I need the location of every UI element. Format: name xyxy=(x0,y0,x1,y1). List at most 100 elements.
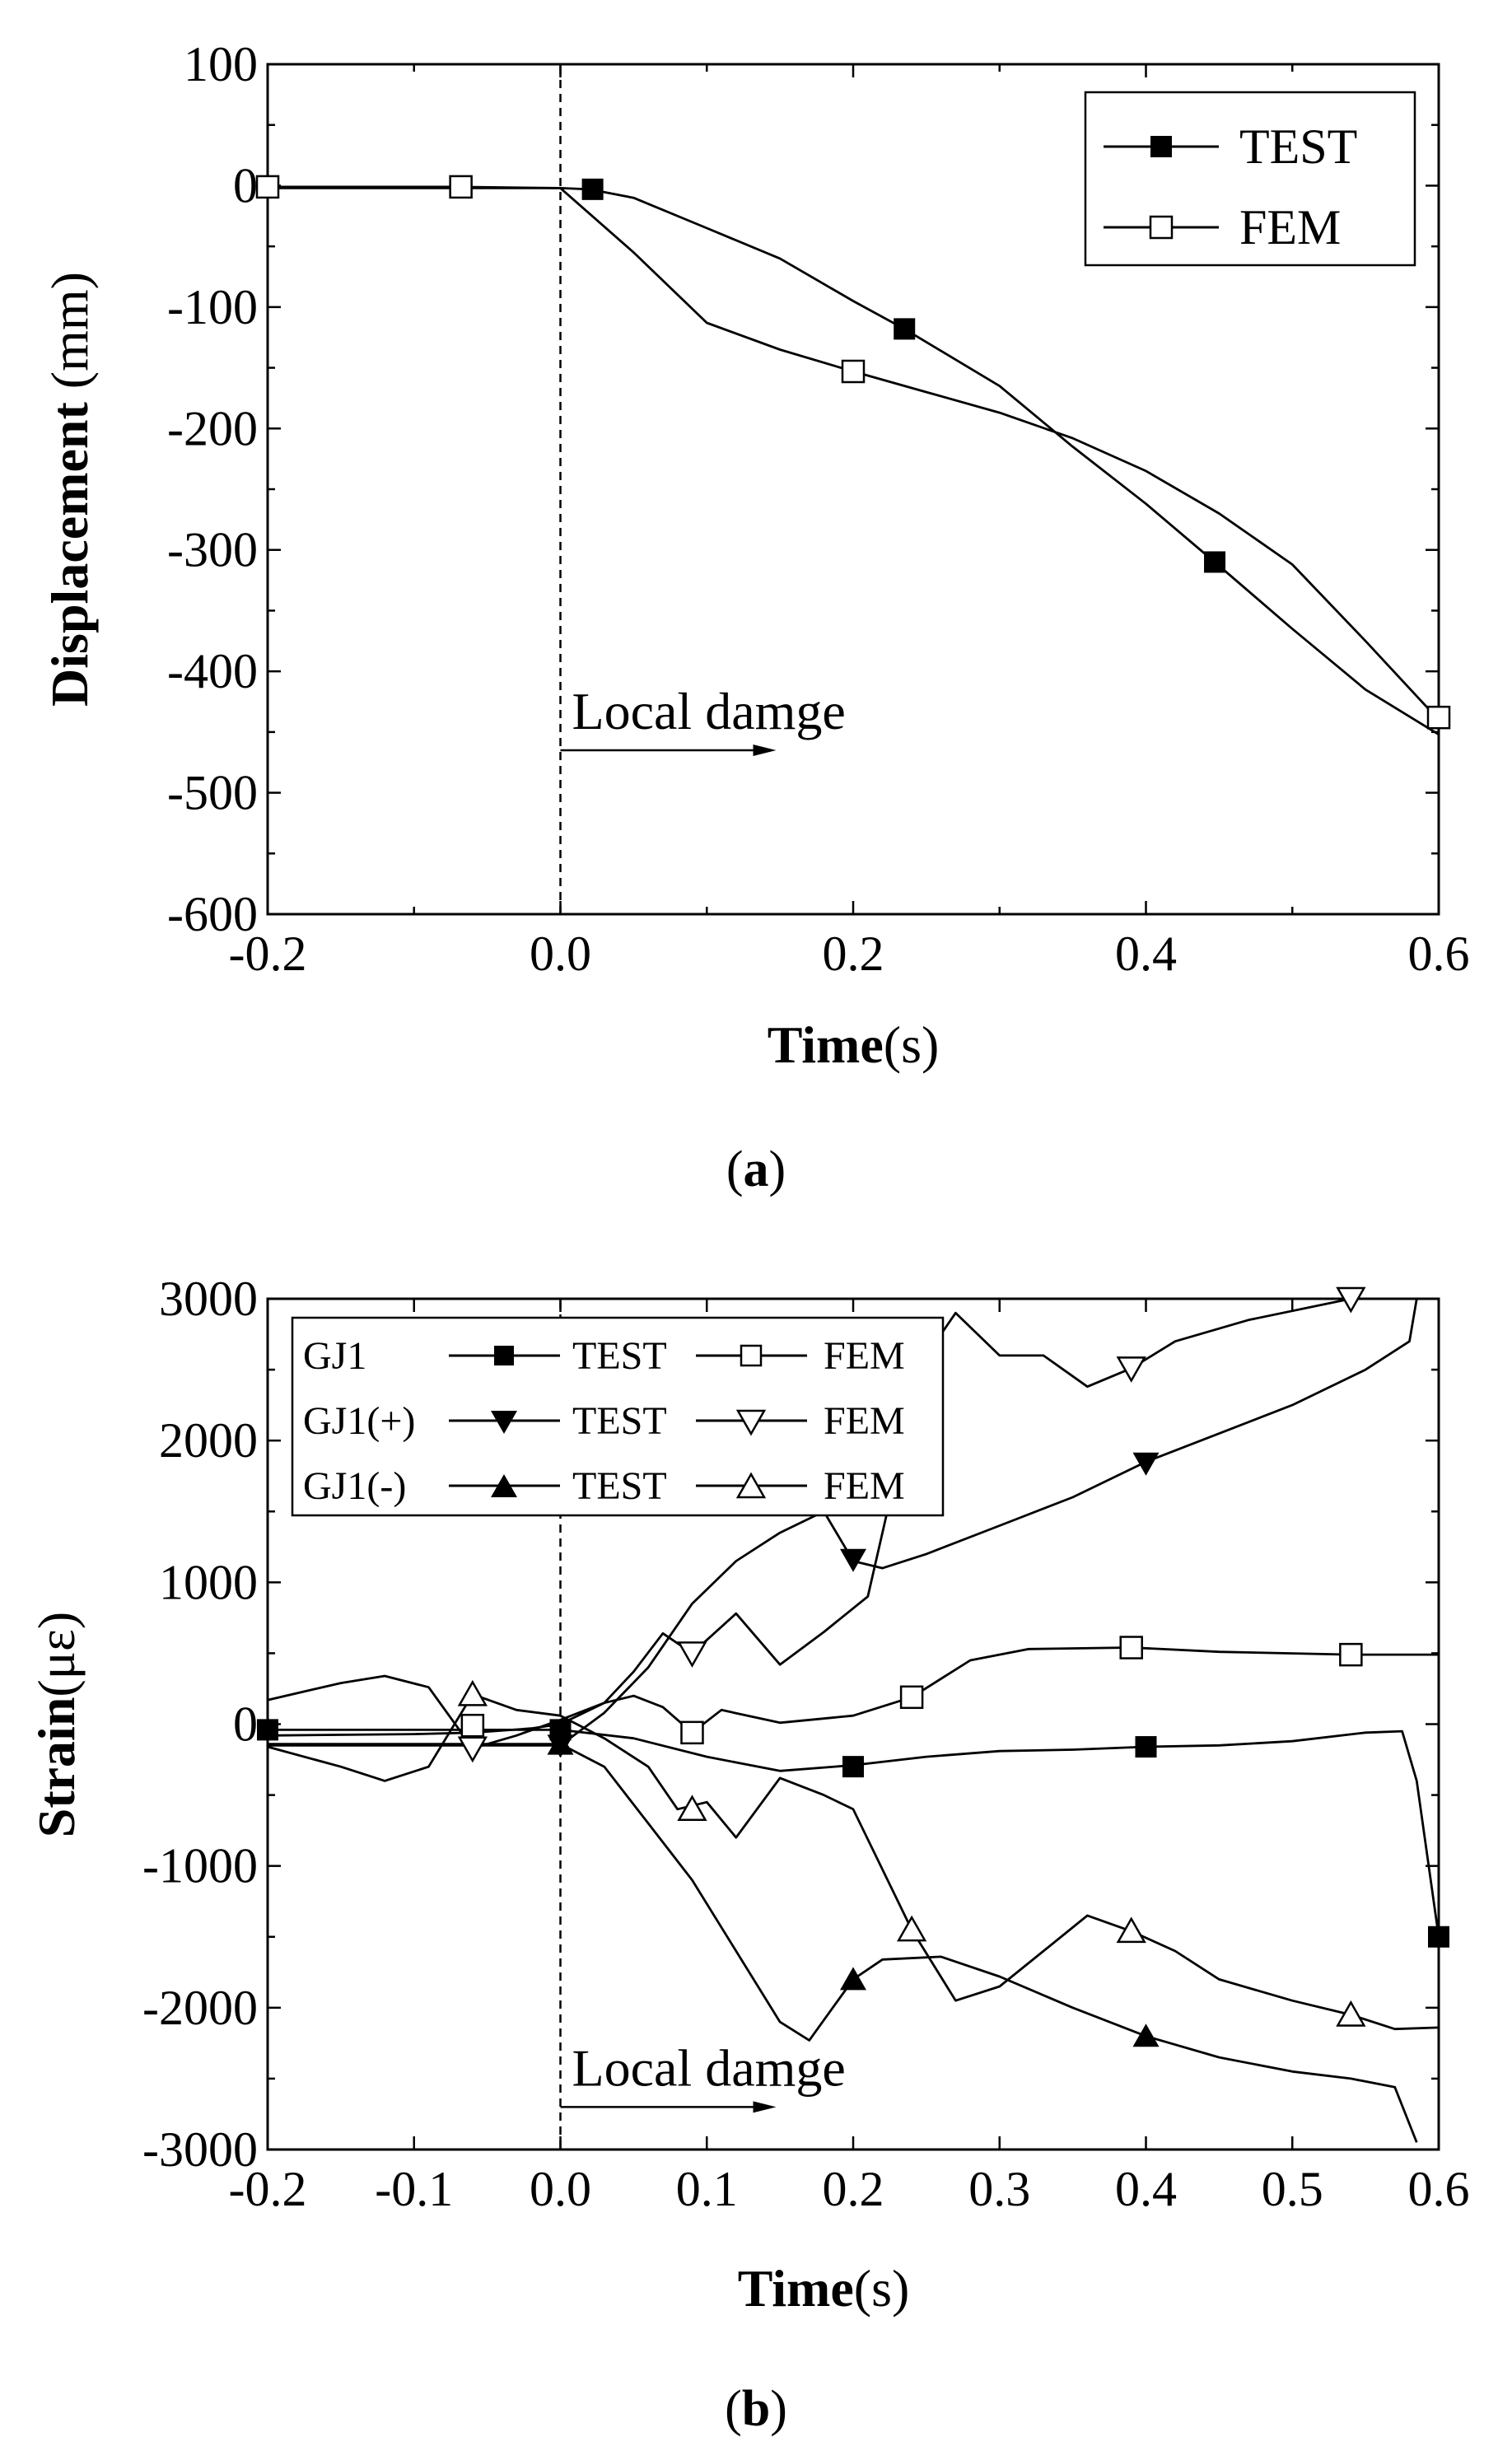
y-tick-label: 2000 xyxy=(159,1413,258,1468)
legend-group-gj1-plus: GJ1(+) xyxy=(303,1399,415,1443)
y-tick-label: -200 xyxy=(167,401,258,455)
legend-row-gj1: GJ1 TEST FEM xyxy=(303,1334,905,1378)
series-markers xyxy=(460,1636,1363,1745)
caption-b: (b) xyxy=(725,2381,787,2437)
y-tick-label: -100 xyxy=(167,280,258,334)
data-point-square-filled xyxy=(581,178,604,200)
series-line-test xyxy=(268,187,1439,735)
y-tick-label: -300 xyxy=(167,523,258,577)
local-damage-annotation-a: Local damge xyxy=(572,682,846,740)
x-tick-label: 0.5 xyxy=(1262,2162,1323,2216)
data-point-tri-up-open xyxy=(457,1679,488,1706)
data-point-tri-down-filled xyxy=(1132,1452,1160,1476)
legend-box-b xyxy=(291,1316,945,1517)
data-point-square-filled xyxy=(842,1756,864,1778)
arrow-head xyxy=(753,744,777,756)
data-point-square-filled xyxy=(894,318,916,340)
data-point-tri-up-open xyxy=(896,1915,927,1942)
x-tick-label: 0.0 xyxy=(530,927,591,981)
legend-marker-tri-up-filled xyxy=(491,1474,517,1497)
legend-label-fem: FEM xyxy=(824,1334,905,1378)
series-line-gj1-test xyxy=(268,1743,1418,2143)
x-tick-label: 0.3 xyxy=(968,2162,1030,2216)
chart-a: -0.2 0.0 0.2 0.4 0.6 100 0 -100 -200 -300 -400 -50… xyxy=(40,37,1470,1074)
data-point-tri-down-open xyxy=(677,1641,707,1668)
x-tick-label: 0.4 xyxy=(1115,927,1177,981)
legend-label-test: TEST xyxy=(572,1334,667,1378)
data-point-square-open xyxy=(255,175,280,199)
x-tick-label: 0.4 xyxy=(1115,2162,1177,2216)
legend-label-fem: FEM xyxy=(824,1464,905,1508)
y-tick-label: 3000 xyxy=(159,1272,258,1326)
legend-entry-fem-a: FEM xyxy=(1104,200,1341,254)
legend-group-gj1-minus: GJ1(-) xyxy=(303,1464,406,1508)
legend-row-gj1-plus: GJ1(+) TEST FEM xyxy=(303,1399,905,1443)
chart-b: -0.2 -0.1 0.0 0.1 0.2 0.3 0.4 0.5 0.6 3000 2000 10… xyxy=(27,1272,1470,2318)
legend-marker-square-filled xyxy=(494,1346,514,1365)
x-tick-label: 0.0 xyxy=(530,2162,591,2216)
legend-marker-square-filled xyxy=(1150,136,1172,157)
data-point-tri-down-open xyxy=(1116,1356,1146,1383)
y-tick-label: 100 xyxy=(184,37,258,91)
y-tick-label: -1000 xyxy=(142,1839,258,1893)
y-tick-labels-b: 3000 2000 1000 0 -1000 -2000 -3000 xyxy=(142,1272,258,2177)
data-point-square-open xyxy=(899,1685,924,1710)
legend-label-fem: FEM xyxy=(824,1399,905,1443)
y-tick-label: -600 xyxy=(167,887,258,941)
series-lines xyxy=(268,1299,1439,2143)
x-axis-title-b: Time(s) xyxy=(738,2259,910,2318)
legend-marker-tri-down-filled xyxy=(491,1411,517,1434)
y-tick-label: -500 xyxy=(167,766,258,820)
x-tick-label: 0.2 xyxy=(823,2162,884,2216)
data-point-square-open xyxy=(1426,705,1451,730)
x-tick-label: 0.2 xyxy=(823,927,884,981)
legend-group-gj1: GJ1 xyxy=(303,1334,366,1378)
y-tick-label: -400 xyxy=(167,644,258,698)
data-point-tri-up-filled xyxy=(547,1731,574,1755)
series-line-gj1-fem xyxy=(268,1646,1439,1737)
arrow-head xyxy=(753,2101,777,2113)
y-tick-label: -2000 xyxy=(142,1981,258,2035)
legend-a: TEST FEM xyxy=(1084,91,1416,267)
legend-marker-tri-down-open xyxy=(735,1409,767,1436)
data-point-square-open xyxy=(1339,1642,1363,1667)
x-tick-label: -0.2 xyxy=(229,927,307,981)
data-point-tri-down-open xyxy=(1336,1286,1366,1314)
series-lines xyxy=(268,185,1439,735)
series-markers xyxy=(255,175,1451,730)
legend-label-test: TEST xyxy=(572,1399,667,1443)
data-point-tri-up-filled xyxy=(1132,2024,1160,2047)
x-tick-labels-b: -0.2 -0.1 0.0 0.1 0.2 0.3 0.4 0.5 0.6 xyxy=(229,2162,1470,2216)
data-point-square-open xyxy=(680,1720,704,1745)
data-point-tri-up-open xyxy=(677,1795,707,1822)
x-tick-label: -0.1 xyxy=(375,2162,453,2216)
legend-label-test: TEST xyxy=(572,1464,667,1508)
caption-a: (a) xyxy=(726,1141,786,1197)
data-point-tri-up-filled xyxy=(840,1967,866,1991)
series-line-gj1-fem xyxy=(268,1692,1439,2031)
legend-box-a xyxy=(1084,91,1416,267)
legend-b: GJ1 TEST FEM GJ1(+) TEST FEM GJ1(-) xyxy=(291,1316,945,1517)
data-point-tri-up-open xyxy=(1116,1916,1146,1944)
y-tick-labels-a: 100 0 -100 -200 -300 -400 -500 -600 xyxy=(167,37,258,941)
legend-marker-square-open xyxy=(740,1344,763,1367)
legend-label-fem-a: FEM xyxy=(1239,200,1341,254)
legend-entry-test-a: TEST xyxy=(1104,119,1357,174)
data-point-square-filled xyxy=(1135,1736,1157,1758)
series-line-fem xyxy=(268,185,1439,721)
series-b xyxy=(257,1286,1449,2143)
series-line-gj1-test xyxy=(268,1299,1418,1747)
y-tick-label: -3000 xyxy=(142,2122,258,2177)
x-axis-title-a: Time(s) xyxy=(768,1015,940,1074)
data-point-square-open xyxy=(460,1713,485,1738)
x-tick-label: 0.1 xyxy=(676,2162,738,2216)
x-tick-label: 0.6 xyxy=(1408,927,1470,981)
data-point-square-open xyxy=(449,175,473,199)
series-markers xyxy=(581,178,1226,573)
local-damage-arrow-a xyxy=(560,744,777,756)
data-point-square-open xyxy=(841,359,866,384)
tick-marks-a xyxy=(266,63,1440,916)
series-a xyxy=(255,175,1451,735)
legend-marker-square-open xyxy=(1149,215,1174,240)
